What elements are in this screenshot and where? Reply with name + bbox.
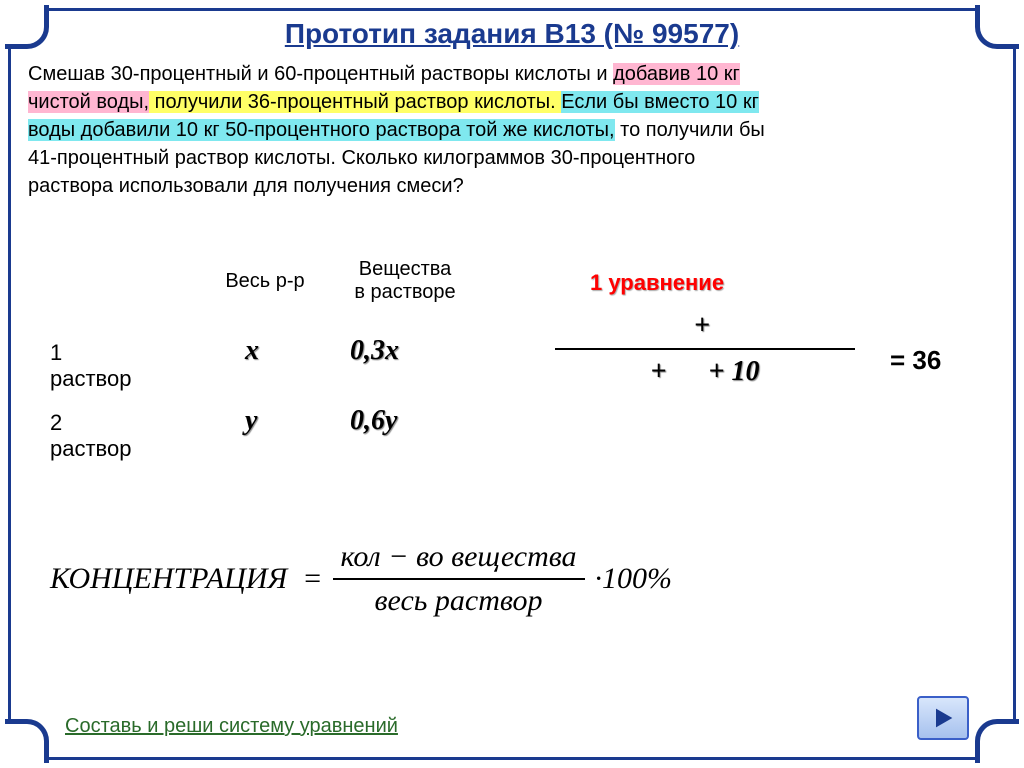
corner-ornament-br [975, 719, 1019, 763]
fraction-line-icon [555, 348, 855, 350]
problem-hl-yellow: получили 36-процентный раствор кислоты. [149, 91, 561, 113]
problem-line4: 41-процентный раствор кислоты. Сколько к… [28, 147, 695, 169]
col-header-substance-l2: в растворе [354, 281, 455, 303]
cell-06y: 0,6y [350, 405, 397, 437]
col-header-substance: Вещества в растворе [330, 258, 480, 304]
problem-text: Смешав 30-процентный и 60-процентный рас… [28, 60, 996, 200]
formula-denominator: весь раствор [333, 580, 585, 618]
problem-hl-pink2: чистой воды, [28, 91, 149, 113]
problem-hl-pink1: добавив 10 кг [613, 63, 740, 85]
col-header-total: Весь р-р [205, 270, 325, 293]
problem-hl-cyan1: Если бы вместо 10 кг [561, 91, 759, 113]
cell-03x: 0,3x [350, 335, 399, 367]
concentration-formula: КОНЦЕНТРАЦИЯ = кол − во вещества весь ра… [50, 540, 672, 618]
row2-label: 2 раствор [50, 410, 131, 462]
equation-1-numerator: + [555, 310, 855, 342]
footer-hint-link[interactable]: Составь и реши систему уравнений [65, 715, 398, 738]
equation-1-denominator: + + 10 [555, 356, 855, 388]
problem-hl-cyan2: воды добавили 10 кг 50-процентного раств… [28, 119, 615, 141]
col-header-substance-l1: Вещества [359, 258, 452, 280]
equation-1-result: = 36 [890, 345, 941, 376]
corner-ornament-bl [5, 719, 49, 763]
equation-1-fraction: + + + 10 [555, 310, 855, 388]
cell-x: x [245, 335, 259, 367]
row1-label: 1 раствор [50, 340, 131, 392]
formula-equals: = [287, 562, 322, 596]
problem-line3b: то получили бы [615, 119, 765, 141]
formula-tail: ·100% [595, 562, 673, 596]
play-icon [929, 704, 957, 732]
problem-line5: раствора использовали для получения смес… [28, 175, 464, 197]
next-slide-button[interactable] [917, 696, 969, 740]
slide-title: Прототип задания B13 (№ 99577) [0, 18, 1024, 50]
formula-lhs: КОНЦЕНТРАЦИЯ [50, 562, 287, 596]
cell-y: y [245, 405, 257, 437]
formula-fraction: кол − во вещества весь раствор [333, 540, 585, 618]
formula-numerator: кол − во вещества [333, 540, 585, 580]
equation-1-label: 1 уравнение [590, 270, 724, 296]
problem-line1a: Смешав 30-процентный и 60-процентный рас… [28, 63, 613, 85]
